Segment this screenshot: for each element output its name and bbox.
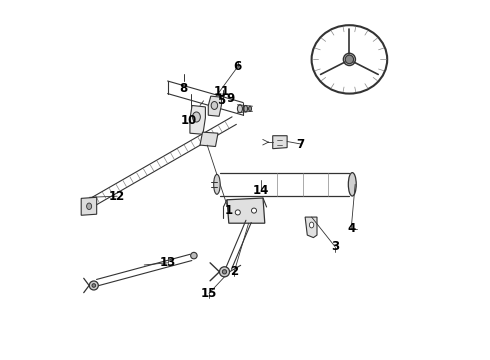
- Ellipse shape: [193, 112, 200, 122]
- Ellipse shape: [89, 281, 98, 290]
- Ellipse shape: [191, 252, 197, 259]
- Polygon shape: [190, 105, 205, 134]
- Ellipse shape: [244, 105, 247, 112]
- Ellipse shape: [343, 53, 355, 66]
- Text: 12: 12: [109, 190, 125, 203]
- Text: 5: 5: [218, 94, 226, 107]
- Polygon shape: [208, 96, 221, 116]
- Polygon shape: [273, 136, 287, 149]
- Ellipse shape: [87, 203, 92, 210]
- Text: 13: 13: [159, 256, 176, 269]
- Text: 4: 4: [347, 222, 355, 235]
- Text: 10: 10: [181, 114, 197, 127]
- Text: 9: 9: [226, 93, 235, 105]
- Text: 7: 7: [297, 138, 305, 150]
- Polygon shape: [81, 197, 97, 215]
- Text: 1: 1: [225, 204, 233, 217]
- Text: 6: 6: [234, 60, 242, 73]
- Text: 14: 14: [253, 184, 270, 197]
- Polygon shape: [200, 132, 218, 147]
- Ellipse shape: [92, 284, 96, 287]
- Polygon shape: [227, 198, 265, 223]
- Text: 11: 11: [214, 85, 230, 98]
- Ellipse shape: [211, 102, 218, 109]
- Ellipse shape: [222, 270, 227, 274]
- Ellipse shape: [220, 267, 229, 277]
- Ellipse shape: [310, 222, 314, 228]
- Ellipse shape: [214, 174, 220, 194]
- Text: 3: 3: [331, 240, 339, 253]
- Ellipse shape: [238, 105, 243, 113]
- Ellipse shape: [248, 106, 251, 111]
- Text: 15: 15: [201, 287, 217, 300]
- Ellipse shape: [348, 173, 356, 196]
- Ellipse shape: [251, 208, 257, 213]
- Text: 2: 2: [230, 265, 238, 278]
- Ellipse shape: [235, 210, 240, 215]
- Ellipse shape: [345, 55, 354, 64]
- Text: 8: 8: [180, 82, 188, 95]
- Polygon shape: [305, 217, 317, 238]
